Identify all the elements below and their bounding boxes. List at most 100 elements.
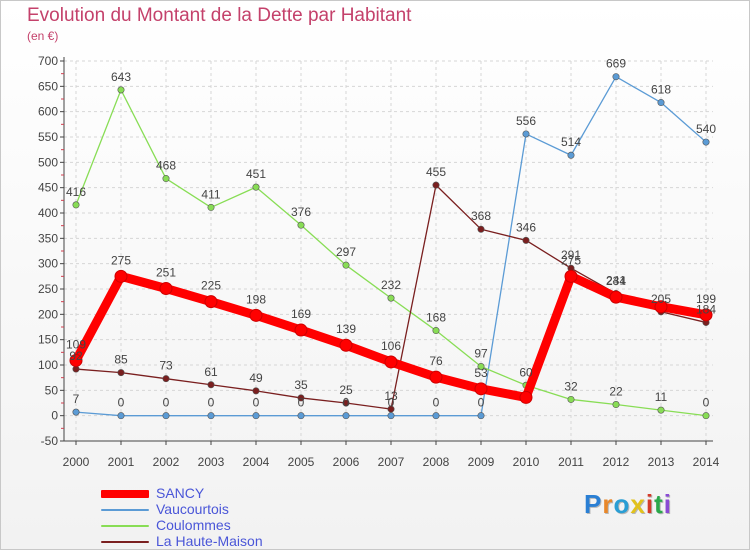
data-label: 198 xyxy=(246,292,266,306)
data-point xyxy=(519,390,533,404)
data-label: 32 xyxy=(564,379,578,393)
data-point xyxy=(339,338,353,352)
data-label: 0 xyxy=(478,396,485,410)
data-label: 0 xyxy=(208,396,215,410)
data-label: 514 xyxy=(561,135,581,149)
data-label: 106 xyxy=(381,339,401,353)
data-label: 0 xyxy=(253,396,260,410)
data-point xyxy=(162,175,170,183)
x-tick-label: 2001 xyxy=(108,455,135,469)
data-label: 76 xyxy=(429,354,443,368)
data-point xyxy=(477,225,485,233)
data-point xyxy=(564,269,578,283)
data-point xyxy=(567,151,575,159)
y-tick-label: 650 xyxy=(38,79,58,93)
data-label: 139 xyxy=(336,322,356,336)
y-tick-label: 150 xyxy=(38,333,58,347)
x-tick-label: 2014 xyxy=(693,455,720,469)
data-label: 618 xyxy=(651,83,671,97)
data-label: 169 xyxy=(291,307,311,321)
data-label: 205 xyxy=(651,292,671,306)
data-label: 0 xyxy=(433,396,440,410)
data-label: 234 xyxy=(606,274,626,288)
data-point xyxy=(204,295,218,309)
y-tick-label: -50 xyxy=(41,434,59,448)
legend-swatch xyxy=(101,490,149,498)
data-point xyxy=(117,86,125,94)
data-label: 73 xyxy=(159,359,173,373)
y-tick-label: 200 xyxy=(38,307,58,321)
data-label: 275 xyxy=(111,253,131,267)
data-point xyxy=(342,412,350,420)
data-point xyxy=(429,370,443,384)
data-label: 97 xyxy=(474,347,488,361)
data-label: 35 xyxy=(294,378,308,392)
y-tick-label: 600 xyxy=(38,105,58,119)
chart-title: Evolution du Montant de la Dette par Hab… xyxy=(27,5,412,26)
data-point xyxy=(387,412,395,420)
data-point xyxy=(699,308,713,322)
data-label: 275 xyxy=(561,253,581,267)
legend-swatch xyxy=(101,509,149,511)
data-point xyxy=(657,406,665,414)
y-tick-label: 500 xyxy=(38,155,58,169)
data-point xyxy=(207,412,215,420)
y-tick-label: 300 xyxy=(38,257,58,271)
data-label: 199 xyxy=(696,292,716,306)
data-point xyxy=(249,308,263,322)
data-label: 60 xyxy=(519,365,533,379)
x-tick-label: 2009 xyxy=(468,455,495,469)
y-tick-label: 250 xyxy=(38,282,58,296)
data-label: 0 xyxy=(703,396,710,410)
data-label: 92 xyxy=(69,349,83,363)
y-tick-label: 450 xyxy=(38,181,58,195)
y-tick-label: 0 xyxy=(51,409,58,423)
data-point xyxy=(207,203,215,211)
data-label: 25 xyxy=(339,383,353,397)
data-point xyxy=(252,387,260,395)
data-label: 297 xyxy=(336,245,356,259)
data-point xyxy=(657,99,665,107)
data-label: 49 xyxy=(249,371,263,385)
legend-label: La Haute-Maison xyxy=(156,533,263,549)
x-tick-label: 2004 xyxy=(243,455,270,469)
data-point xyxy=(654,300,668,314)
data-point xyxy=(159,281,173,295)
data-label: 168 xyxy=(426,311,446,325)
x-tick-label: 2011 xyxy=(558,455,584,469)
data-point xyxy=(522,236,530,244)
data-point xyxy=(114,269,128,283)
data-point xyxy=(609,290,623,304)
legend-swatch xyxy=(101,541,149,543)
y-tick-label: 700 xyxy=(38,54,58,68)
x-tick-label: 2003 xyxy=(198,455,225,469)
data-point xyxy=(477,363,485,371)
data-point xyxy=(432,412,440,420)
data-label: 61 xyxy=(204,365,218,379)
data-label: 7 xyxy=(73,392,80,406)
data-label: 241 xyxy=(606,274,626,288)
data-point xyxy=(342,399,350,407)
data-label: 455 xyxy=(426,165,446,179)
y-tick-label: 350 xyxy=(38,231,58,245)
x-tick-label: 2006 xyxy=(333,455,360,469)
data-label: 251 xyxy=(156,265,176,279)
data-label: 0 xyxy=(118,396,125,410)
data-label: 368 xyxy=(471,209,491,223)
data-point xyxy=(432,327,440,335)
data-point xyxy=(162,412,170,420)
y-tick-label: 400 xyxy=(38,206,58,220)
legend-label: Coulommes xyxy=(156,517,231,533)
data-label: 376 xyxy=(291,205,311,219)
x-tick-label: 2008 xyxy=(423,455,450,469)
data-point xyxy=(384,355,398,369)
data-point xyxy=(387,405,395,413)
data-point xyxy=(297,394,305,402)
data-point xyxy=(117,412,125,420)
chart-subtitle: (en €) xyxy=(27,29,59,43)
data-label: 411 xyxy=(201,187,220,201)
data-label: 540 xyxy=(696,122,716,136)
data-point xyxy=(702,138,710,146)
data-point xyxy=(297,412,305,420)
